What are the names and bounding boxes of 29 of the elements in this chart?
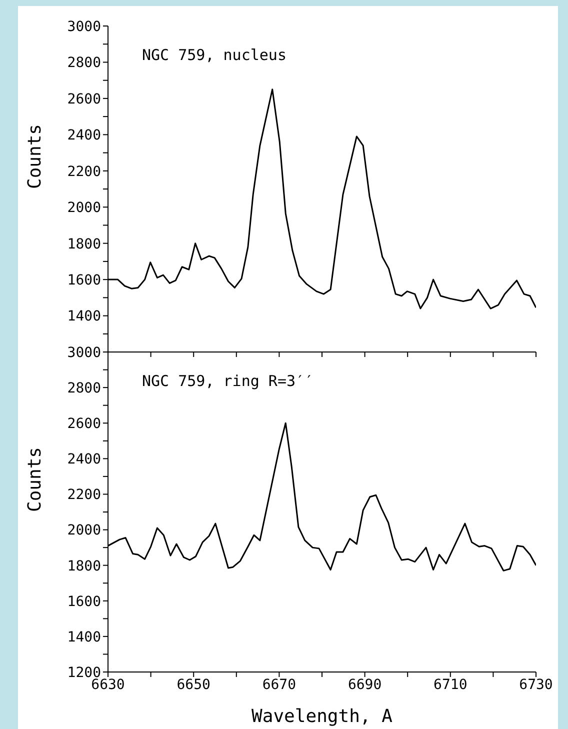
y-tick-label: 2400 <box>67 452 101 468</box>
x-tick-label: 6650 <box>176 676 210 693</box>
x-tick-label: 6690 <box>348 676 382 693</box>
x-tick-label: 6670 <box>262 676 296 693</box>
y-tick-label: 2200 <box>67 164 101 180</box>
y-tick-label: 2600 <box>67 91 101 108</box>
y-tick-label: 1800 <box>67 558 101 574</box>
y-tick-label: 1600 <box>67 272 101 289</box>
y-axis-title: Counts <box>24 124 46 189</box>
x-axis-title: Wavelength, A <box>252 706 393 727</box>
y-tick-label: 2000 <box>67 522 101 539</box>
y-tick-label: 1600 <box>67 594 101 610</box>
y-tick-label: 1800 <box>67 236 101 252</box>
x-tick-label: 6710 <box>434 676 468 693</box>
y-tick-label: 3000 <box>67 18 101 35</box>
y-axis-title: Counts <box>24 446 46 512</box>
x-tick-label: 6630 <box>91 676 125 693</box>
y-tick-label: 2800 <box>67 380 101 397</box>
y-tick-label: 1400 <box>67 629 101 646</box>
annotation: NGC 759, nucleus <box>142 46 286 64</box>
y-tick-label: 2000 <box>67 200 101 216</box>
x-tick-label: 6730 <box>519 676 553 693</box>
y-tick-label: 2800 <box>67 55 101 72</box>
y-tick-label: 2600 <box>67 416 101 432</box>
y-tick-label: 1400 <box>67 308 101 325</box>
y-tick-label: 2200 <box>67 487 101 504</box>
y-tick-label: 2400 <box>67 128 101 144</box>
annotation: NGC 759, ring R=3′′ <box>142 372 314 390</box>
y-tick-label: 3000 <box>67 344 101 361</box>
